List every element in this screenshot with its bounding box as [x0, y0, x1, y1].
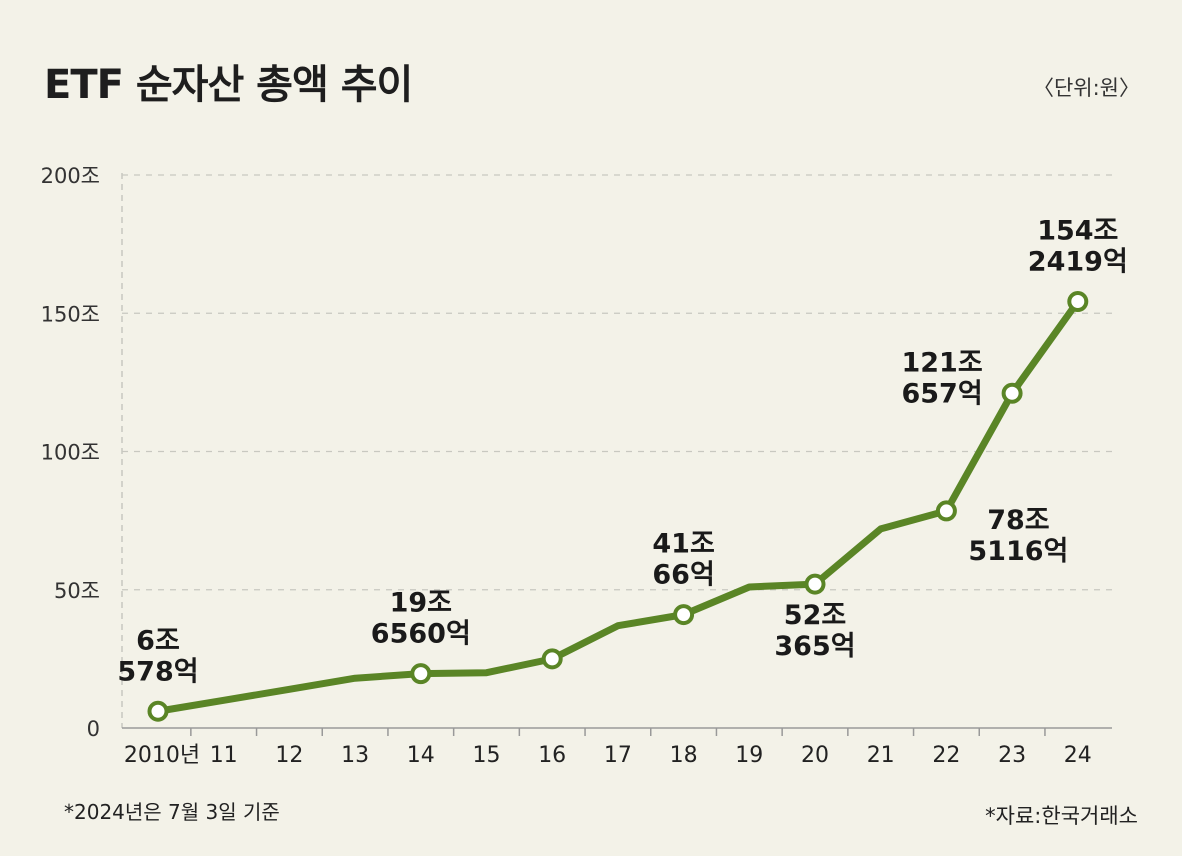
- grid-lines: [122, 174, 1112, 591]
- x-tick-label: 11: [210, 743, 238, 768]
- data-point-marker: [147, 700, 169, 722]
- y-tick-label: 100조: [41, 441, 100, 465]
- data-label: 78조: [987, 505, 1049, 536]
- y-tick-label: 200조: [41, 164, 100, 188]
- data-label: 2419억: [1028, 247, 1128, 278]
- data-point-marker: [1001, 382, 1023, 404]
- x-tick-label: 2010년: [124, 743, 200, 768]
- data-label: 365억: [774, 631, 855, 662]
- x-tick-label: 20: [801, 743, 829, 768]
- data-point-marker: [541, 648, 563, 670]
- data-point-marker: [804, 573, 826, 595]
- x-tick-label: 17: [604, 743, 632, 768]
- source-note: *자료:한국거래소: [985, 804, 1138, 828]
- data-label: 6조: [136, 625, 180, 656]
- x-tick-label: 19: [735, 743, 763, 768]
- x-tick-label: 18: [670, 743, 698, 768]
- data-label: 154조: [1037, 216, 1118, 247]
- x-tick-label: 12: [275, 743, 303, 768]
- data-label: 66억: [652, 560, 714, 591]
- data-point-marker: [410, 663, 432, 685]
- data-point-marker: [673, 604, 695, 626]
- series-markers: [147, 291, 1089, 722]
- x-tick-label: 14: [407, 743, 435, 768]
- x-tick-label: 23: [998, 743, 1026, 768]
- x-tick-label: 22: [932, 743, 960, 768]
- data-label: 121조: [901, 347, 982, 378]
- x-tick-label: 24: [1064, 743, 1092, 768]
- y-tick-label: 50조: [54, 579, 100, 603]
- data-point-marker: [1067, 291, 1089, 313]
- x-tick-label: 16: [538, 743, 566, 768]
- footnote: *2024년은 7월 3일 기준: [64, 800, 280, 824]
- x-tick-label: 21: [867, 743, 895, 768]
- line-chart: 0 50조 100조 150조 200조 2010년 11 12 13 14 15 16 17 18 19 2…: [41, 164, 1128, 768]
- data-label: 41조: [652, 529, 714, 560]
- y-tick-label: 0: [87, 717, 100, 741]
- y-tick-label: 150조: [41, 302, 100, 326]
- chart-title: ETF 순자산 총액 추이: [44, 62, 413, 108]
- data-label: 52조: [784, 600, 846, 631]
- unit-note: 〈단위:원〉: [1032, 76, 1140, 100]
- data-label: 578억: [117, 656, 198, 687]
- axes: 0 50조 100조 150조 200조 2010년 11 12 13 14 15 16 17 18 19 2…: [41, 164, 1112, 768]
- x-tick-label: 15: [473, 743, 501, 768]
- data-label: 19조: [390, 588, 452, 619]
- data-label: 6560억: [371, 619, 471, 650]
- data-point-marker: [935, 500, 957, 522]
- data-label: 5116억: [968, 536, 1068, 567]
- series-line-path: [154, 298, 1082, 715]
- x-tick-label: 13: [341, 743, 369, 768]
- data-label: 657억: [901, 378, 982, 409]
- series-line: [154, 298, 1082, 715]
